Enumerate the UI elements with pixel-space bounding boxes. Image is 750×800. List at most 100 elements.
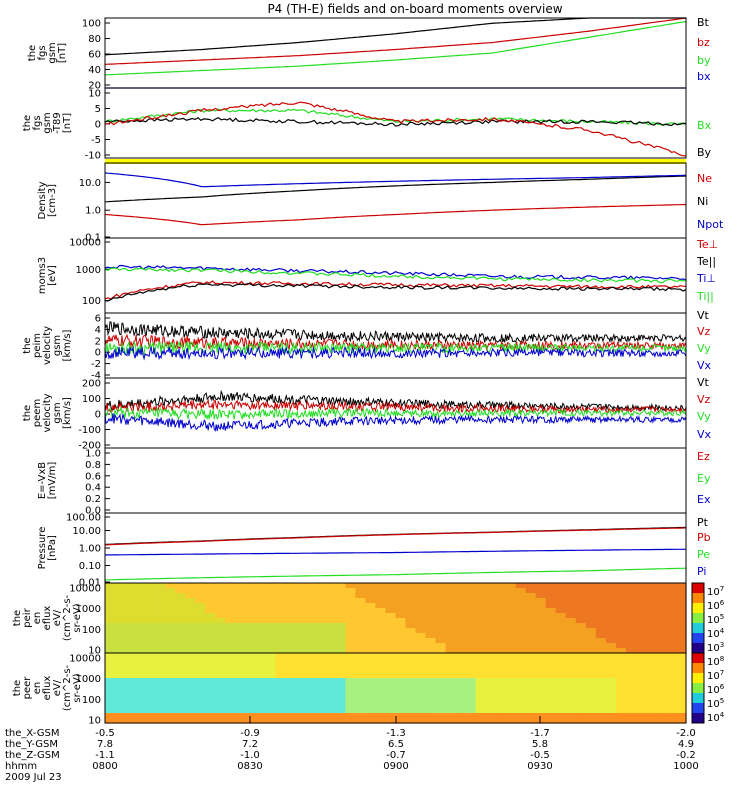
spectrogram-cell — [155, 608, 166, 614]
spectrogram-cell — [275, 663, 286, 669]
legend-by: by — [697, 54, 711, 67]
spectrogram-cell — [665, 648, 677, 654]
spectrogram-cell — [195, 688, 206, 694]
spectrogram-cell — [615, 593, 627, 599]
spectrogram-cell — [525, 628, 537, 634]
spectrogram-cell — [425, 678, 437, 684]
spectrogram-cell — [135, 608, 146, 614]
spectrogram-cell — [395, 703, 407, 709]
spectrogram-cell — [485, 643, 497, 649]
spectrogram-cell — [355, 628, 367, 634]
spectrogram-cell — [375, 638, 387, 644]
spectrogram-cell — [585, 718, 597, 724]
spectrogram-cell — [645, 678, 657, 684]
spectrogram-cell — [135, 603, 146, 609]
xaxis-row-value: 7.8 — [97, 739, 113, 750]
spectrogram-cell — [355, 658, 367, 664]
spectrogram-cell — [465, 598, 477, 604]
spectrogram-cell — [135, 658, 146, 664]
spectrogram-cell — [615, 658, 627, 664]
spectrogram-cell — [515, 628, 527, 634]
spectrogram-cell — [565, 623, 577, 629]
spectrogram-cell — [575, 693, 587, 699]
spectrogram-cell — [435, 713, 447, 719]
colorbar-frame — [691, 652, 705, 724]
spectrogram-cell — [675, 588, 687, 594]
spectrogram-cell — [425, 688, 437, 694]
spectrogram-cell — [215, 613, 226, 619]
spectrogram-cell — [225, 593, 236, 599]
spectrogram-cell — [555, 603, 567, 609]
spectrogram-cell — [605, 678, 617, 684]
spectrogram-cell — [585, 603, 597, 609]
spectrogram-cell — [675, 603, 687, 609]
spectrogram-cell — [635, 623, 647, 629]
spectrogram-cell — [415, 588, 427, 594]
spectrogram-cell — [395, 618, 407, 624]
spectrogram-cell — [135, 718, 146, 724]
spectrogram-cell — [335, 653, 347, 659]
spectrogram-cell — [145, 688, 156, 694]
spectrogram-cell — [345, 648, 357, 654]
spectrogram-cell — [305, 688, 316, 694]
spectrogram-cell — [595, 653, 607, 659]
panel-9: the peir en eflux eV/(cm^2-s-sr-eV)100001000… — [12, 582, 725, 657]
spectrogram-cell — [495, 708, 507, 714]
spectrogram-cell — [415, 643, 427, 649]
spectrogram-cell — [225, 713, 236, 719]
spectrogram-cell — [425, 658, 437, 664]
spectrogram-cell — [655, 638, 667, 644]
spectrogram-cell — [395, 648, 407, 654]
spectrogram-cell — [625, 648, 637, 654]
spectrogram-cell — [155, 653, 166, 659]
spectrogram-cell — [645, 608, 657, 614]
spectrogram-cell — [135, 693, 146, 699]
spectrogram-cell — [625, 613, 637, 619]
spectrogram-cell — [605, 588, 617, 594]
spectrogram-cell — [545, 618, 557, 624]
spectrogram-cell — [105, 613, 116, 619]
spectrogram-cell — [365, 633, 377, 639]
spectrogram-cell — [625, 618, 637, 624]
spectrogram-cell — [595, 663, 607, 669]
spectrogram-cell — [375, 693, 387, 699]
colorbar-segment — [692, 703, 704, 714]
ytick-label: 10000 — [69, 654, 101, 665]
ylabel-line: gsm — [42, 112, 53, 133]
spectrogram-cell — [355, 668, 367, 674]
spectrogram-cell — [145, 718, 156, 724]
spectrogram-cell — [485, 583, 497, 589]
spectrogram-cell — [525, 698, 537, 704]
spectrogram-cell — [555, 673, 567, 679]
spectrogram-cell — [605, 598, 617, 604]
spectrogram-cell — [115, 638, 126, 644]
spectrogram-cell — [165, 648, 176, 654]
spectrogram-cell — [125, 633, 136, 639]
spectrogram-cell — [565, 638, 577, 644]
spectrogram-cell — [525, 618, 537, 624]
spectrogram-cell — [265, 608, 276, 614]
spectrogram-cell — [175, 653, 186, 659]
spectrogram-cell — [215, 688, 226, 694]
spectrogram-cell — [415, 623, 427, 629]
ylabel-line: Density — [37, 181, 48, 219]
spectrogram-cell — [335, 683, 347, 689]
spectrogram-cell — [385, 583, 397, 589]
spectrogram-cell — [575, 663, 587, 669]
spectrogram-cell — [205, 713, 216, 719]
spectrogram-cell — [495, 643, 507, 649]
spectrogram-cell — [635, 618, 647, 624]
spectrogram-cell — [645, 598, 657, 604]
spectrogram-cell — [605, 683, 617, 689]
spectrogram-cell — [325, 708, 336, 714]
xaxis-row-value: 5.8 — [532, 739, 548, 750]
spectrogram-cell — [415, 658, 427, 664]
spectrogram-cell — [415, 638, 427, 644]
ylabel-line: sr-eV) — [72, 673, 83, 702]
spectrogram-cell — [385, 683, 397, 689]
spectrogram-cell — [225, 588, 236, 594]
spectrogram-cell — [185, 703, 196, 709]
spectrogram-cell — [395, 593, 407, 599]
spectrogram-cell — [545, 643, 557, 649]
